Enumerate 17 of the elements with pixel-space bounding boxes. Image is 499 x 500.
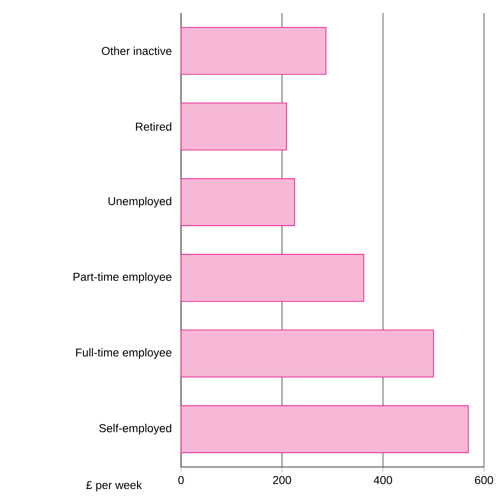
bar [180,330,434,378]
bar [180,254,364,302]
y-tick-label: Retired [136,122,172,131]
y-tick-label: Other inactive [102,46,172,56]
x-tick-label: 0 [178,476,184,484]
y-tick-label: Self-employed [99,424,172,435]
bar [180,102,287,150]
bar [180,178,296,226]
x-tick-label: 200 [273,476,292,484]
x-tick-label: 600 [475,476,494,484]
x-axis-title: £ per week [86,480,142,492]
y-tick-label: Full-time employee [76,348,172,359]
bar [180,26,326,75]
bar [180,405,469,454]
y-tick-label: Unemployed [108,196,172,208]
x-tick-label: 400 [374,476,392,484]
y-tick-label: Part-time employee [74,272,172,284]
